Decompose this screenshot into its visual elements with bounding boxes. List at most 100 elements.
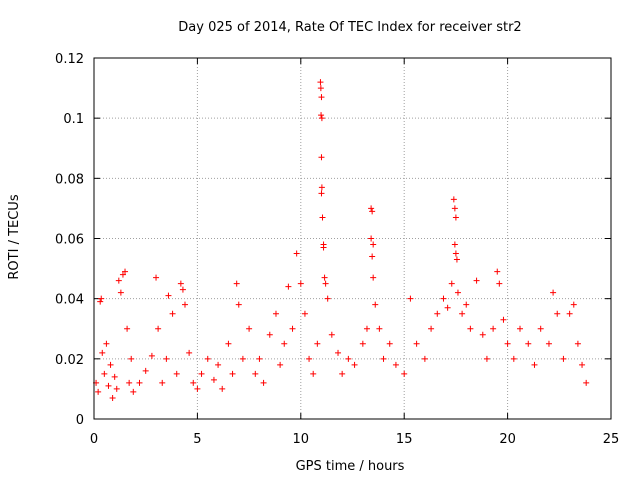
data-point — [260, 379, 267, 386]
data-point — [454, 289, 461, 296]
data-point — [510, 355, 517, 362]
data-point — [579, 361, 586, 368]
x-axis-label: GPS time / hours — [296, 459, 405, 474]
data-point — [494, 268, 501, 275]
data-point — [370, 274, 377, 281]
y-tick-label: 0 — [76, 413, 84, 428]
data-point — [421, 355, 428, 362]
data-point — [318, 94, 325, 101]
data-point — [500, 316, 507, 323]
y-tick-label: 0.06 — [55, 233, 84, 248]
y-tick-label: 0.02 — [55, 353, 84, 368]
data-point — [566, 310, 573, 317]
data-point — [181, 301, 188, 308]
x-tick-label: 15 — [396, 432, 413, 447]
data-point — [328, 331, 335, 338]
data-point — [496, 280, 503, 287]
data-point — [310, 370, 317, 377]
data-point — [119, 271, 126, 278]
data-point — [252, 370, 259, 377]
data-point — [570, 301, 577, 308]
data-point — [235, 301, 242, 308]
data-point — [537, 325, 544, 332]
data-point — [318, 190, 325, 197]
plot-frame — [93, 57, 612, 420]
y-tick-label: 0.08 — [55, 172, 84, 187]
data-point — [194, 385, 201, 392]
data-point — [450, 196, 457, 203]
data-point — [359, 340, 366, 347]
data-point — [583, 379, 590, 386]
data-point — [453, 256, 460, 263]
data-point — [314, 340, 321, 347]
data-point — [401, 370, 408, 377]
data-point — [165, 292, 172, 299]
data-point — [372, 301, 379, 308]
data-point — [448, 280, 455, 287]
data-point — [177, 280, 184, 287]
data-point — [124, 325, 131, 332]
data-point — [239, 355, 246, 362]
data-point — [444, 304, 451, 311]
data-point — [318, 154, 325, 161]
data-point — [215, 361, 222, 368]
data-point — [363, 325, 370, 332]
data-point — [317, 85, 324, 92]
data-point — [173, 370, 180, 377]
data-point — [130, 388, 137, 395]
data-point — [105, 382, 112, 389]
data-point — [109, 394, 116, 401]
data-point — [246, 325, 253, 332]
data-point — [320, 244, 327, 251]
data-point — [229, 370, 236, 377]
data-point — [490, 325, 497, 332]
data-point — [95, 388, 102, 395]
data-point — [483, 355, 490, 362]
data-point — [345, 355, 352, 362]
data-point — [318, 112, 325, 119]
x-tick-label: 0 — [90, 432, 98, 447]
data-point — [321, 274, 328, 281]
data-point — [517, 325, 524, 332]
data-point — [101, 370, 108, 377]
data-point — [289, 325, 296, 332]
data-point — [386, 340, 393, 347]
data-point — [169, 310, 176, 317]
data-point — [451, 205, 458, 212]
data-point — [115, 277, 122, 284]
data-point — [285, 283, 292, 290]
data-point — [380, 355, 387, 362]
x-tick-label: 25 — [603, 432, 620, 447]
data-point — [452, 250, 459, 257]
data-point — [219, 385, 226, 392]
y-tick-label: 0.04 — [55, 293, 84, 308]
data-point — [317, 79, 324, 86]
data-point — [368, 235, 375, 242]
data-point — [97, 298, 104, 305]
data-point — [142, 367, 149, 374]
data-point — [473, 277, 480, 284]
data-point — [428, 325, 435, 332]
data-point — [324, 295, 331, 302]
data-point — [339, 370, 346, 377]
data-point — [574, 340, 581, 347]
data-point — [122, 268, 129, 275]
data-point — [459, 310, 466, 317]
data-point — [117, 289, 124, 296]
data-point — [545, 340, 552, 347]
data-point — [451, 241, 458, 248]
data-point — [301, 310, 308, 317]
data-point — [413, 340, 420, 347]
data-point — [440, 295, 447, 302]
data-point — [504, 340, 511, 347]
data-point — [531, 361, 538, 368]
data-point — [233, 280, 240, 287]
data-point — [155, 325, 162, 332]
data-point — [272, 310, 279, 317]
axis-ticks: 0 0.02 0.04 0.06 0.08 0.1 0.12 0 5 10 15 20 25 — [55, 52, 619, 447]
data-point — [335, 349, 342, 356]
data-point — [225, 340, 232, 347]
data-point — [198, 370, 205, 377]
data-point — [369, 253, 376, 260]
